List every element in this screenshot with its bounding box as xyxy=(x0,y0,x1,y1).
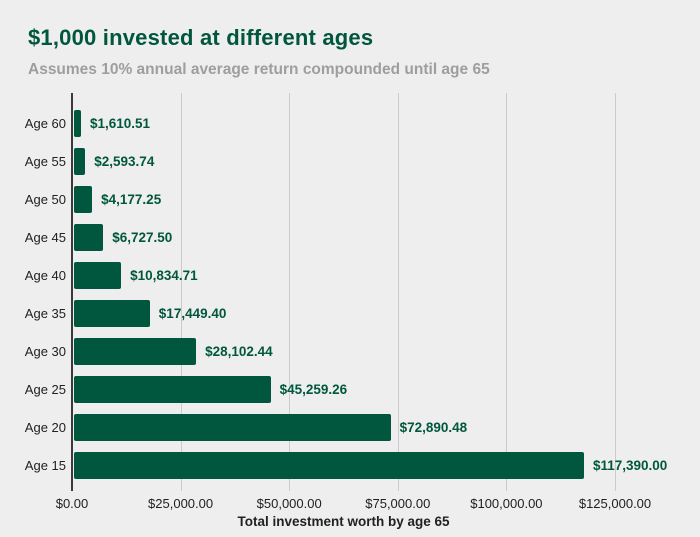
gridline xyxy=(506,93,508,491)
chart-title: $1,000 invested at different ages xyxy=(28,25,374,50)
value-label: $28,102.44 xyxy=(205,343,273,359)
x-tick-label: $75,000.00 xyxy=(365,496,431,511)
bar xyxy=(74,261,122,289)
bar xyxy=(74,413,391,441)
category-label: Age 40 xyxy=(24,267,66,283)
value-label: $6,727.50 xyxy=(112,229,173,245)
value-label: $45,259.26 xyxy=(279,381,348,397)
value-label: $10,834.71 xyxy=(130,267,198,283)
value-label: $17,449.40 xyxy=(158,305,227,321)
y-axis-line xyxy=(71,93,73,491)
category-label: Age 55 xyxy=(24,153,66,169)
gridline xyxy=(615,93,616,491)
category-label: Age 20 xyxy=(24,419,66,435)
x-tick-label: $0.00 xyxy=(55,496,89,511)
category-label: Age 35 xyxy=(24,305,66,321)
x-tick-label: $125,000.00 xyxy=(578,496,652,511)
category-label: Age 60 xyxy=(24,116,66,131)
value-label: $2,593.74 xyxy=(94,153,155,169)
x-tick-label: $50,000.00 xyxy=(256,496,322,511)
category-label: Age 50 xyxy=(24,191,66,207)
bar xyxy=(74,185,93,213)
category-label: Age 30 xyxy=(24,343,66,359)
gridline xyxy=(180,93,182,491)
bar xyxy=(74,337,197,365)
chart-subtitle: Assumes 10% annual average return compou… xyxy=(28,61,490,78)
x-axis-title: Total investment worth by age 65 xyxy=(237,514,450,529)
value-label: $117,390.00 xyxy=(592,457,668,473)
gridline xyxy=(289,93,291,491)
x-tick-label: $25,000.00 xyxy=(148,496,214,511)
value-label: $72,890.48 xyxy=(399,419,468,435)
category-label: Age 25 xyxy=(24,381,66,397)
gridline xyxy=(397,93,399,491)
category-label: Age 15 xyxy=(24,457,66,473)
bar xyxy=(74,451,584,479)
bar xyxy=(74,223,104,251)
category-label: Age 45 xyxy=(24,229,66,245)
x-tick-label: $100,000.00 xyxy=(470,496,543,511)
value-label: $1,610.51 xyxy=(89,116,151,131)
bar xyxy=(74,147,86,175)
value-label: $4,177.25 xyxy=(101,191,162,207)
bar xyxy=(74,375,271,403)
bar xyxy=(74,299,150,327)
bar xyxy=(74,110,81,137)
